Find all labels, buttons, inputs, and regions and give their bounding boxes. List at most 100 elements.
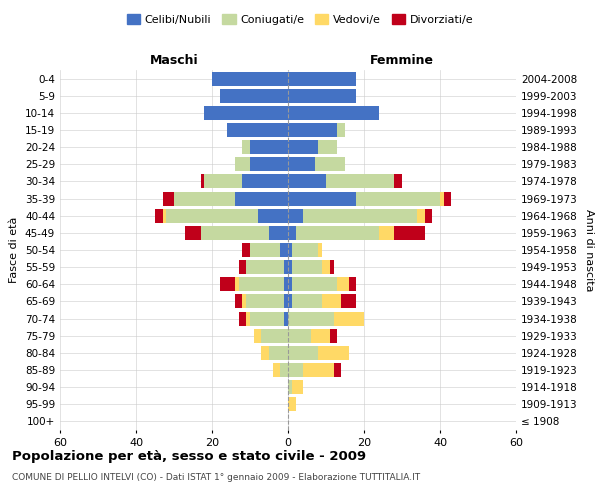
Bar bbox=[269, 346, 288, 360]
Bar bbox=[319, 346, 349, 360]
Bar bbox=[235, 192, 288, 205]
Bar bbox=[288, 158, 314, 172]
Bar bbox=[242, 140, 250, 154]
Bar bbox=[379, 226, 394, 240]
Bar bbox=[269, 226, 288, 240]
Legend: Celibi/Nubili, Coniugati/e, Vedovi/e, Divorziati/e: Celibi/Nubili, Coniugati/e, Vedovi/e, Di… bbox=[124, 10, 476, 28]
Bar bbox=[200, 174, 205, 188]
Bar bbox=[235, 278, 239, 291]
Bar bbox=[246, 260, 284, 274]
Bar bbox=[288, 380, 292, 394]
Bar bbox=[166, 208, 257, 222]
Bar bbox=[284, 294, 288, 308]
Bar bbox=[220, 88, 288, 102]
Bar bbox=[326, 174, 394, 188]
Bar bbox=[250, 140, 288, 154]
Bar bbox=[288, 243, 292, 257]
Bar bbox=[296, 226, 379, 240]
Bar bbox=[356, 192, 440, 205]
Bar bbox=[314, 158, 345, 172]
Bar bbox=[163, 208, 166, 222]
Bar bbox=[288, 174, 326, 188]
Bar bbox=[288, 328, 311, 342]
Bar bbox=[311, 328, 330, 342]
Bar bbox=[337, 278, 349, 291]
Bar bbox=[394, 226, 425, 240]
Bar bbox=[242, 174, 288, 188]
Bar bbox=[292, 243, 319, 257]
Bar bbox=[155, 208, 163, 222]
Bar bbox=[288, 278, 292, 291]
Bar bbox=[319, 140, 337, 154]
Bar bbox=[235, 158, 250, 172]
Bar bbox=[322, 260, 330, 274]
Bar bbox=[425, 208, 433, 222]
Bar bbox=[205, 174, 242, 188]
Bar bbox=[239, 312, 246, 326]
Bar bbox=[303, 363, 334, 377]
Bar bbox=[288, 398, 296, 411]
Bar bbox=[212, 72, 288, 86]
Bar bbox=[341, 294, 356, 308]
Bar bbox=[262, 346, 269, 360]
Bar bbox=[322, 294, 341, 308]
Bar bbox=[440, 192, 444, 205]
Bar bbox=[288, 72, 356, 86]
Bar bbox=[239, 260, 246, 274]
Bar bbox=[235, 294, 242, 308]
Text: Femmine: Femmine bbox=[370, 54, 434, 68]
Bar bbox=[349, 278, 356, 291]
Bar bbox=[250, 312, 284, 326]
Bar bbox=[288, 208, 303, 222]
Bar bbox=[292, 380, 303, 394]
Bar bbox=[280, 243, 288, 257]
Bar bbox=[288, 294, 292, 308]
Bar bbox=[319, 243, 322, 257]
Bar bbox=[330, 260, 334, 274]
Bar bbox=[330, 328, 337, 342]
Bar bbox=[242, 294, 246, 308]
Y-axis label: Fasce di età: Fasce di età bbox=[10, 217, 19, 283]
Bar bbox=[288, 226, 296, 240]
Bar bbox=[205, 106, 288, 120]
Bar bbox=[200, 226, 269, 240]
Bar bbox=[334, 312, 364, 326]
Bar bbox=[242, 243, 250, 257]
Bar bbox=[284, 278, 288, 291]
Bar bbox=[394, 174, 402, 188]
Bar bbox=[288, 260, 292, 274]
Bar bbox=[250, 158, 288, 172]
Bar bbox=[292, 278, 337, 291]
Bar bbox=[257, 208, 288, 222]
Bar bbox=[254, 328, 262, 342]
Bar bbox=[288, 192, 356, 205]
Bar bbox=[284, 312, 288, 326]
Bar bbox=[239, 278, 284, 291]
Bar bbox=[288, 346, 319, 360]
Bar bbox=[417, 208, 425, 222]
Text: Popolazione per età, sesso e stato civile - 2009: Popolazione per età, sesso e stato civil… bbox=[12, 450, 366, 463]
Bar bbox=[288, 363, 303, 377]
Bar bbox=[280, 363, 288, 377]
Text: Maschi: Maschi bbox=[149, 54, 199, 68]
Bar bbox=[288, 140, 319, 154]
Bar bbox=[292, 294, 322, 308]
Bar bbox=[227, 123, 288, 137]
Bar bbox=[337, 123, 345, 137]
Bar bbox=[163, 192, 174, 205]
Bar bbox=[185, 226, 200, 240]
Bar bbox=[220, 278, 235, 291]
Y-axis label: Anni di nascita: Anni di nascita bbox=[584, 209, 594, 291]
Bar bbox=[303, 208, 417, 222]
Bar bbox=[246, 294, 284, 308]
Bar bbox=[292, 260, 322, 274]
Text: COMUNE DI PELLIO INTELVI (CO) - Dati ISTAT 1° gennaio 2009 - Elaborazione TUTTIT: COMUNE DI PELLIO INTELVI (CO) - Dati IST… bbox=[12, 472, 420, 482]
Bar bbox=[174, 192, 235, 205]
Bar bbox=[288, 106, 379, 120]
Bar bbox=[288, 123, 337, 137]
Bar bbox=[246, 312, 250, 326]
Bar bbox=[250, 243, 280, 257]
Bar bbox=[284, 260, 288, 274]
Bar bbox=[334, 363, 341, 377]
Bar bbox=[288, 88, 356, 102]
